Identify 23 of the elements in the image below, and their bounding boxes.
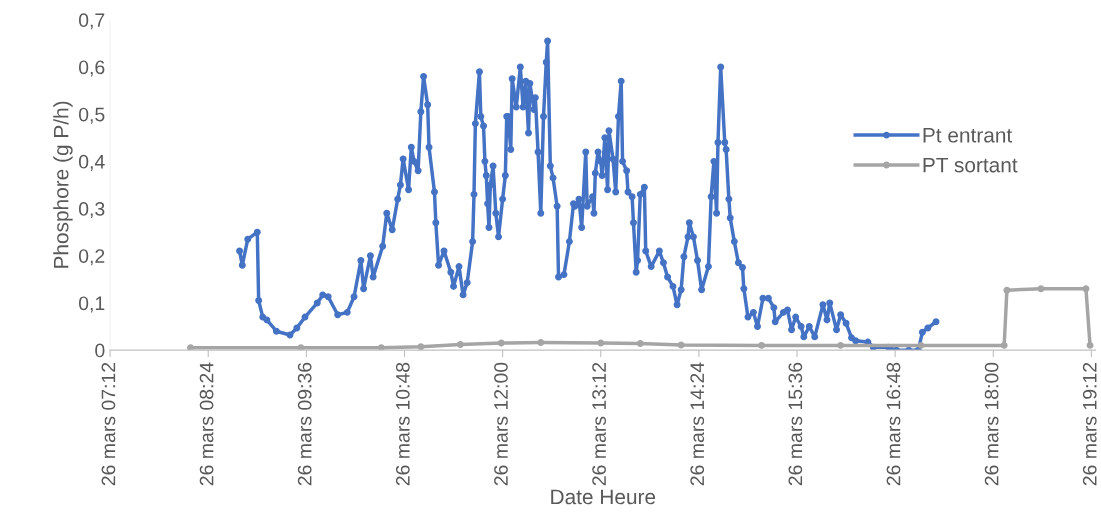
x-tick-label: 26 mars 10:48 [395,362,410,486]
y-tick-label: 0 [95,343,105,358]
y-tick-label: 0,5 [78,107,105,124]
x-tick-label: 26 mars 14:24 [690,362,705,486]
y-tick-label: 0,3 [78,202,105,219]
x-tick-label: 26 mars 07:12 [101,362,116,486]
y-tick-label: 0,4 [78,154,105,171]
y-tick-label: 0,2 [78,249,105,266]
legend-label: Pt entrant [923,128,1013,143]
y-tick-label: 0,6 [78,60,105,77]
y-tick-label: 0,1 [78,296,105,313]
x-tick-label: 26 mars 09:36 [297,362,312,486]
x-tick-label: 26 mars 13:12 [592,362,606,486]
x-axis-title: Date Heure [551,489,656,505]
y-tick-label: 0,7 [78,13,105,30]
x-tick-label: 26 mars 19:12 [1082,362,1097,486]
x-tick-label: 26 mars 15:36 [788,362,803,486]
y-axis-title: Phosphore (g P/h) [53,101,73,268]
legend-label: PT sortant [923,157,1018,173]
x-tick-label: 26 mars 18:00 [984,362,999,486]
x-tick-label: 26 mars 16:48 [886,362,901,486]
x-tick-label: 26 mars 08:24 [199,362,214,486]
x-tick-label: 26 mars 12:00 [494,362,508,486]
